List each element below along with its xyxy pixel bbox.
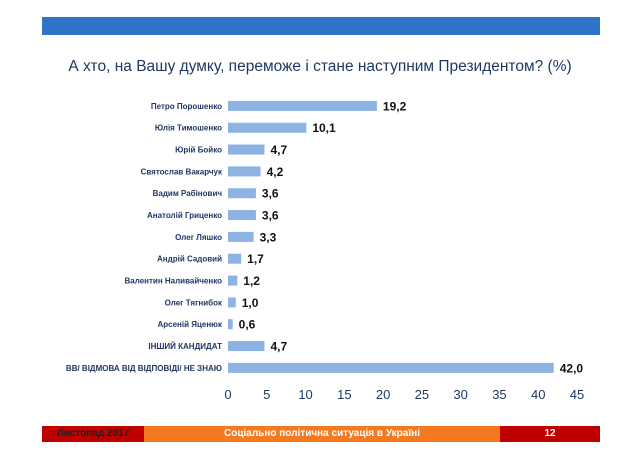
data-label: 3,6 [262,187,279,201]
data-label: 4,7 [270,143,287,157]
x-tick-label: 10 [298,387,312,402]
x-tick-label: 20 [376,387,390,402]
data-label: 10,1 [312,121,336,135]
category-label: Андрій Садовий [157,255,222,264]
bar [228,100,377,111]
category-label: Юлія Тимошенко [155,124,222,133]
x-tick-label: 45 [570,387,584,402]
x-tick-label: 25 [415,387,429,402]
x-tick-label: 0 [224,387,231,402]
footer-subtitle: Соціально політична ситуація в Україні [144,426,500,442]
x-tick-label: 5 [263,387,270,402]
category-label: Вадим Рабінович [153,189,223,198]
bar [228,275,238,286]
footer-bar: Листопад 2017 Соціально політична ситуац… [42,426,600,442]
bar [228,122,307,133]
data-label: 4,7 [270,340,287,354]
x-tick-label: 15 [337,387,351,402]
data-label: 0,6 [239,318,256,332]
header-bar [42,17,600,35]
category-label: Арсеній Яценюк [157,320,223,329]
data-label: 1,2 [243,274,260,288]
category-label: Юрій Бойко [175,146,222,155]
data-label: 4,2 [267,165,284,179]
data-label: 3,6 [262,209,279,223]
bar [228,362,554,373]
bar [228,166,261,177]
category-label: Святослав Вакарчук [141,167,223,176]
data-label: 19,2 [383,99,407,113]
data-label: 1,7 [247,252,264,266]
bar [228,231,254,242]
x-tick-label: 40 [531,387,545,402]
bar [228,210,256,221]
category-label: Анатолій Гриценко [147,211,222,220]
x-tick-label: 30 [453,387,467,402]
footer-date: Листопад 2017 [42,426,144,442]
page-number: 12 [500,426,600,442]
category-label: Олег Тягнибок [165,298,223,307]
bar [228,341,265,352]
chart-title: А хто, на Вашу думку, переможе і стане н… [68,58,572,75]
bar [228,144,265,155]
bar [228,297,236,308]
data-label: 42,0 [560,361,584,375]
category-label: Валентин Наливайченко [125,277,223,286]
data-label: 3,3 [260,230,277,244]
category-label: ІНШИЙ КАНДИДАТ [148,342,222,351]
bar [228,253,242,264]
bar [228,319,233,330]
category-label: ВВ/ ВІДМОВА ВІД ВІДПОВІДІ/ НЕ ЗНАЮ [66,364,222,373]
category-label: Олег Ляшко [175,233,222,242]
x-tick-label: 35 [492,387,506,402]
category-label: Петро Порошенко [151,102,222,111]
bar [228,188,256,199]
data-label: 1,0 [242,296,259,310]
